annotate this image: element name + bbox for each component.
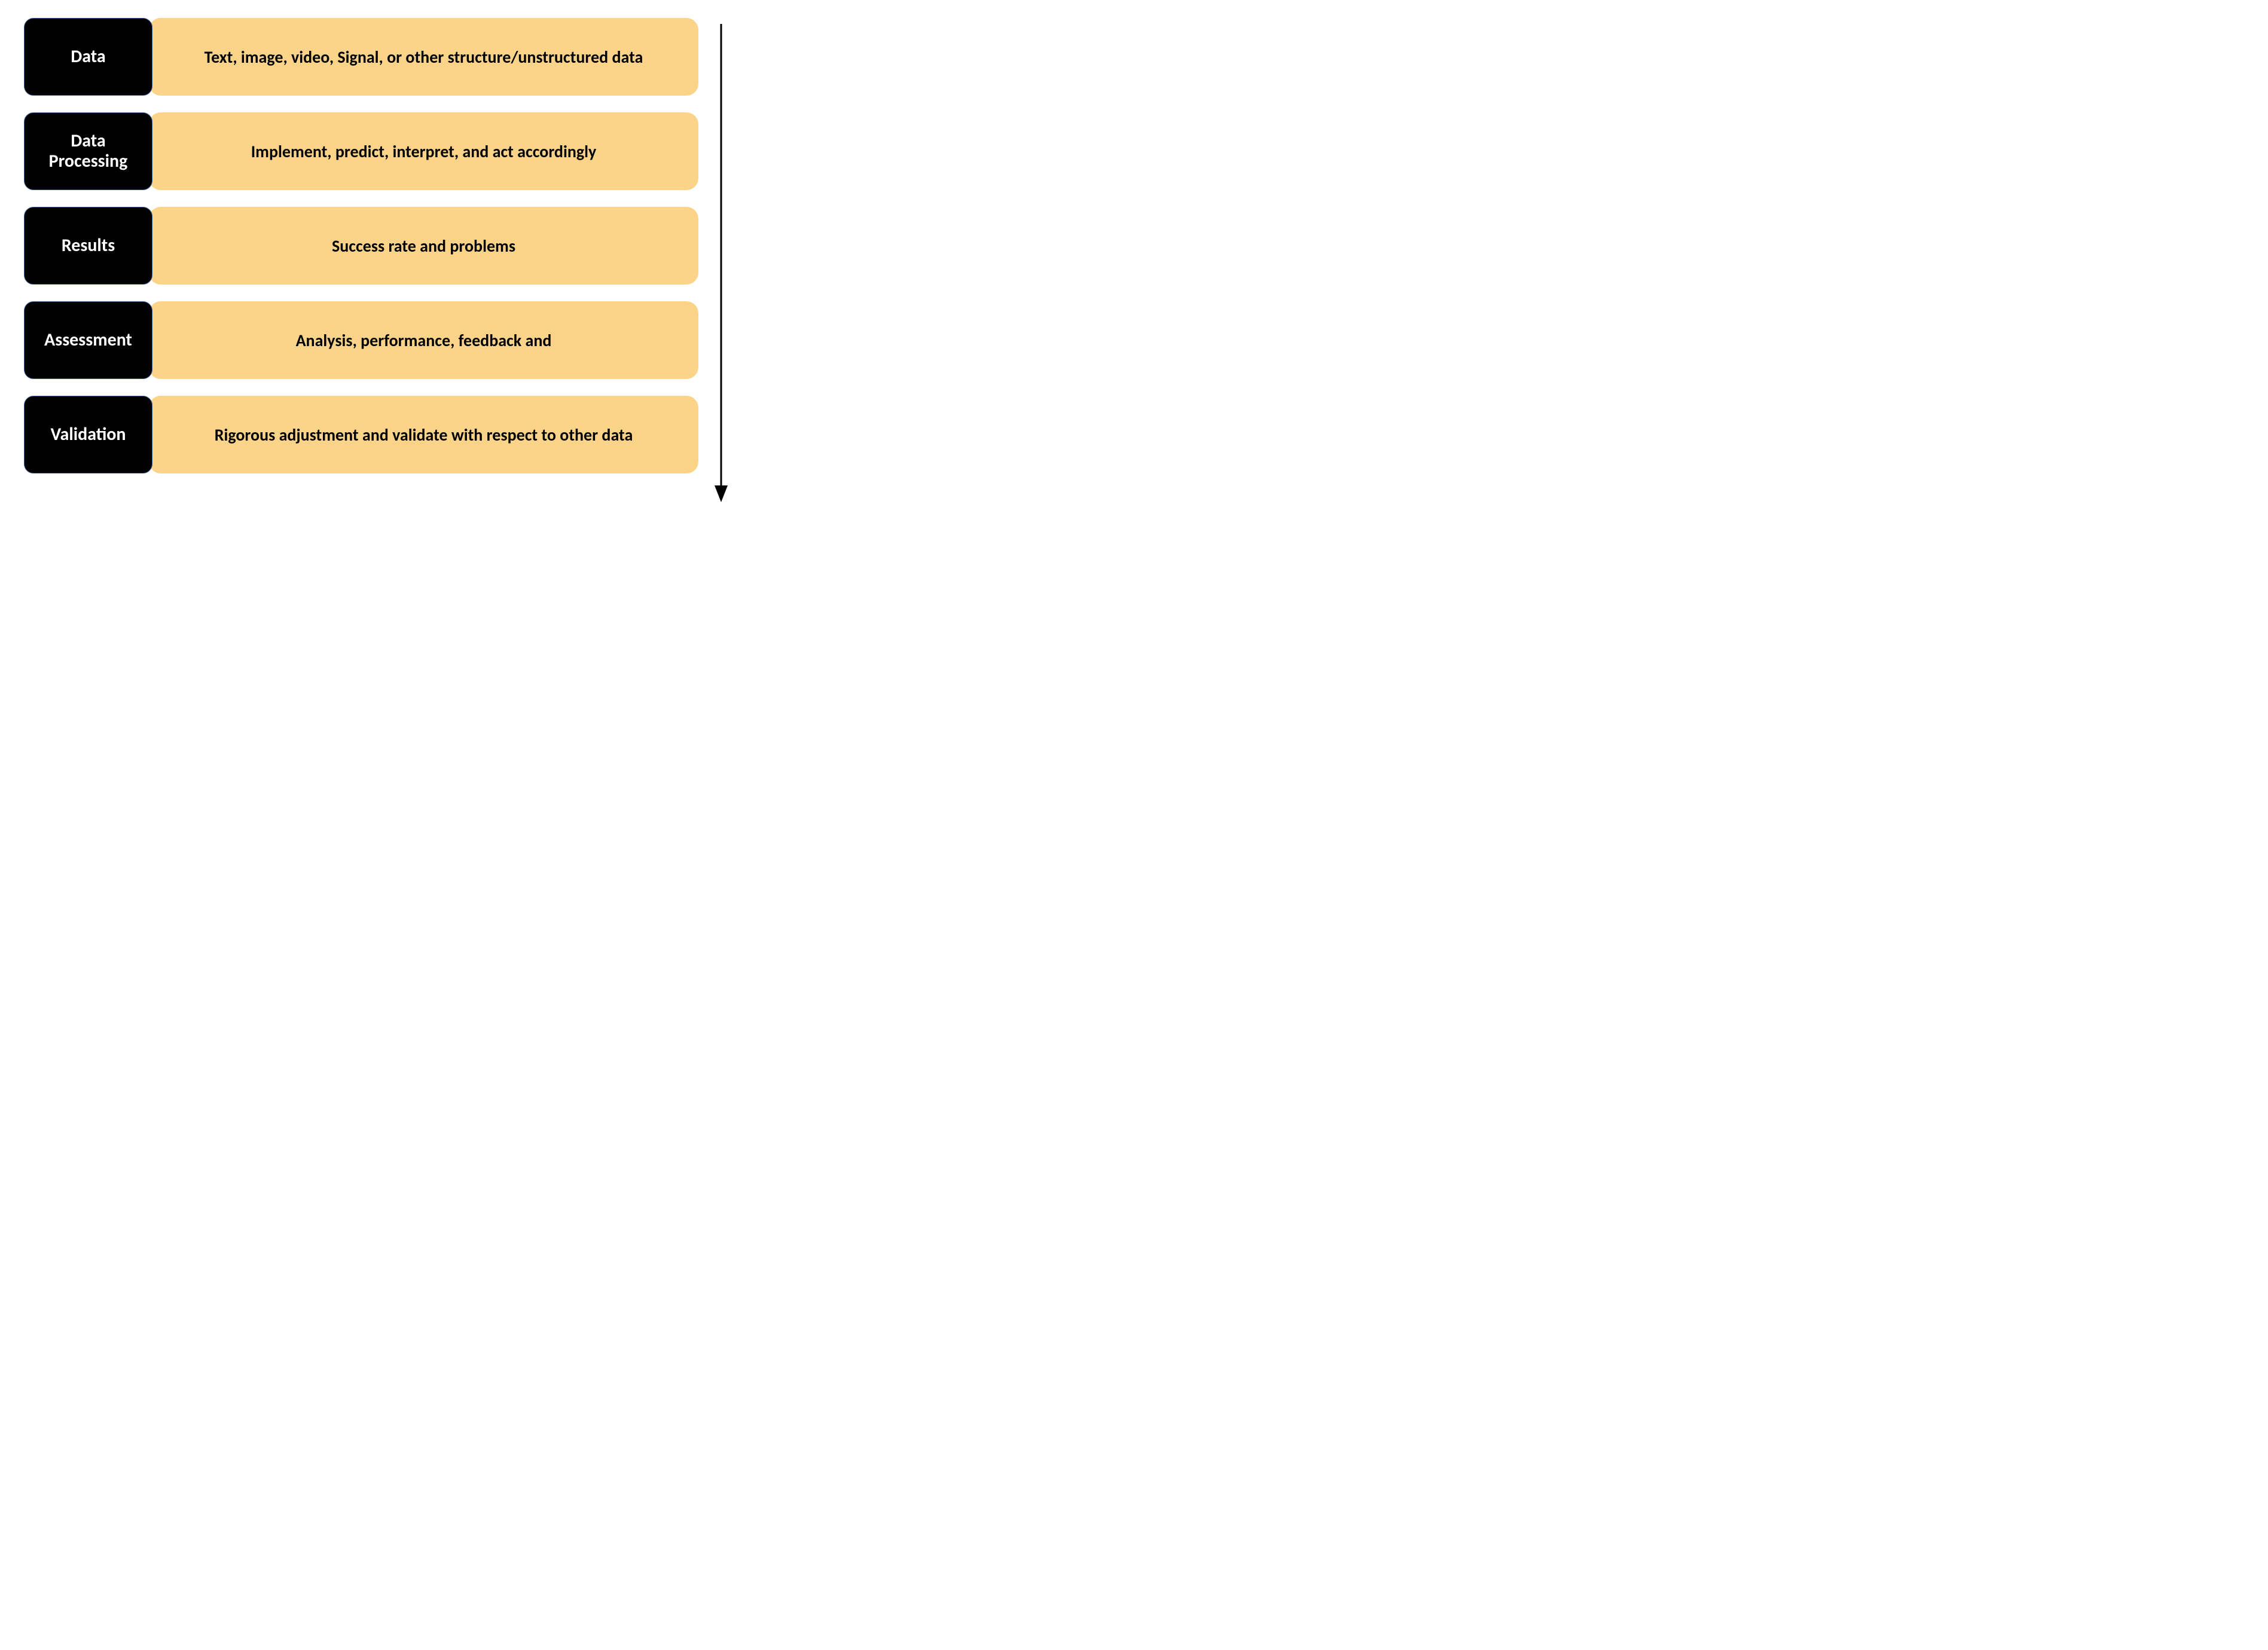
desc-data: Text, image, video, Signal, or other str… bbox=[149, 18, 698, 96]
desc-assessment: Analysis, performance, feedback and bbox=[149, 301, 698, 379]
flow-row-data: Data Text, image, video, Signal, or othe… bbox=[24, 18, 698, 96]
desc-results: Success rate and problems bbox=[149, 207, 698, 285]
flow-row-validation: Validation Rigorous adjustment and valid… bbox=[24, 396, 698, 473]
desc-data-processing: Implement, predict, interpret, and act a… bbox=[149, 112, 698, 190]
flow-rows: Data Text, image, video, Signal, or othe… bbox=[24, 18, 698, 508]
label-assessment: Assessment bbox=[24, 301, 152, 379]
flow-row-assessment: Assessment Analysis, performance, feedba… bbox=[24, 301, 698, 379]
label-results: Results bbox=[24, 207, 152, 285]
flow-row-results: Results Success rate and problems bbox=[24, 207, 698, 285]
desc-validation: Rigorous adjustment and validate with re… bbox=[149, 396, 698, 473]
flow-row-data-processing: Data Processing Implement, predict, inte… bbox=[24, 112, 698, 190]
process-flow-diagram: Data Text, image, video, Signal, or othe… bbox=[24, 18, 732, 508]
down-arrow-icon bbox=[710, 24, 732, 502]
flow-arrow-column bbox=[710, 18, 732, 508]
label-validation: Validation bbox=[24, 396, 152, 473]
label-data-processing: Data Processing bbox=[24, 112, 152, 190]
label-data: Data bbox=[24, 18, 152, 96]
